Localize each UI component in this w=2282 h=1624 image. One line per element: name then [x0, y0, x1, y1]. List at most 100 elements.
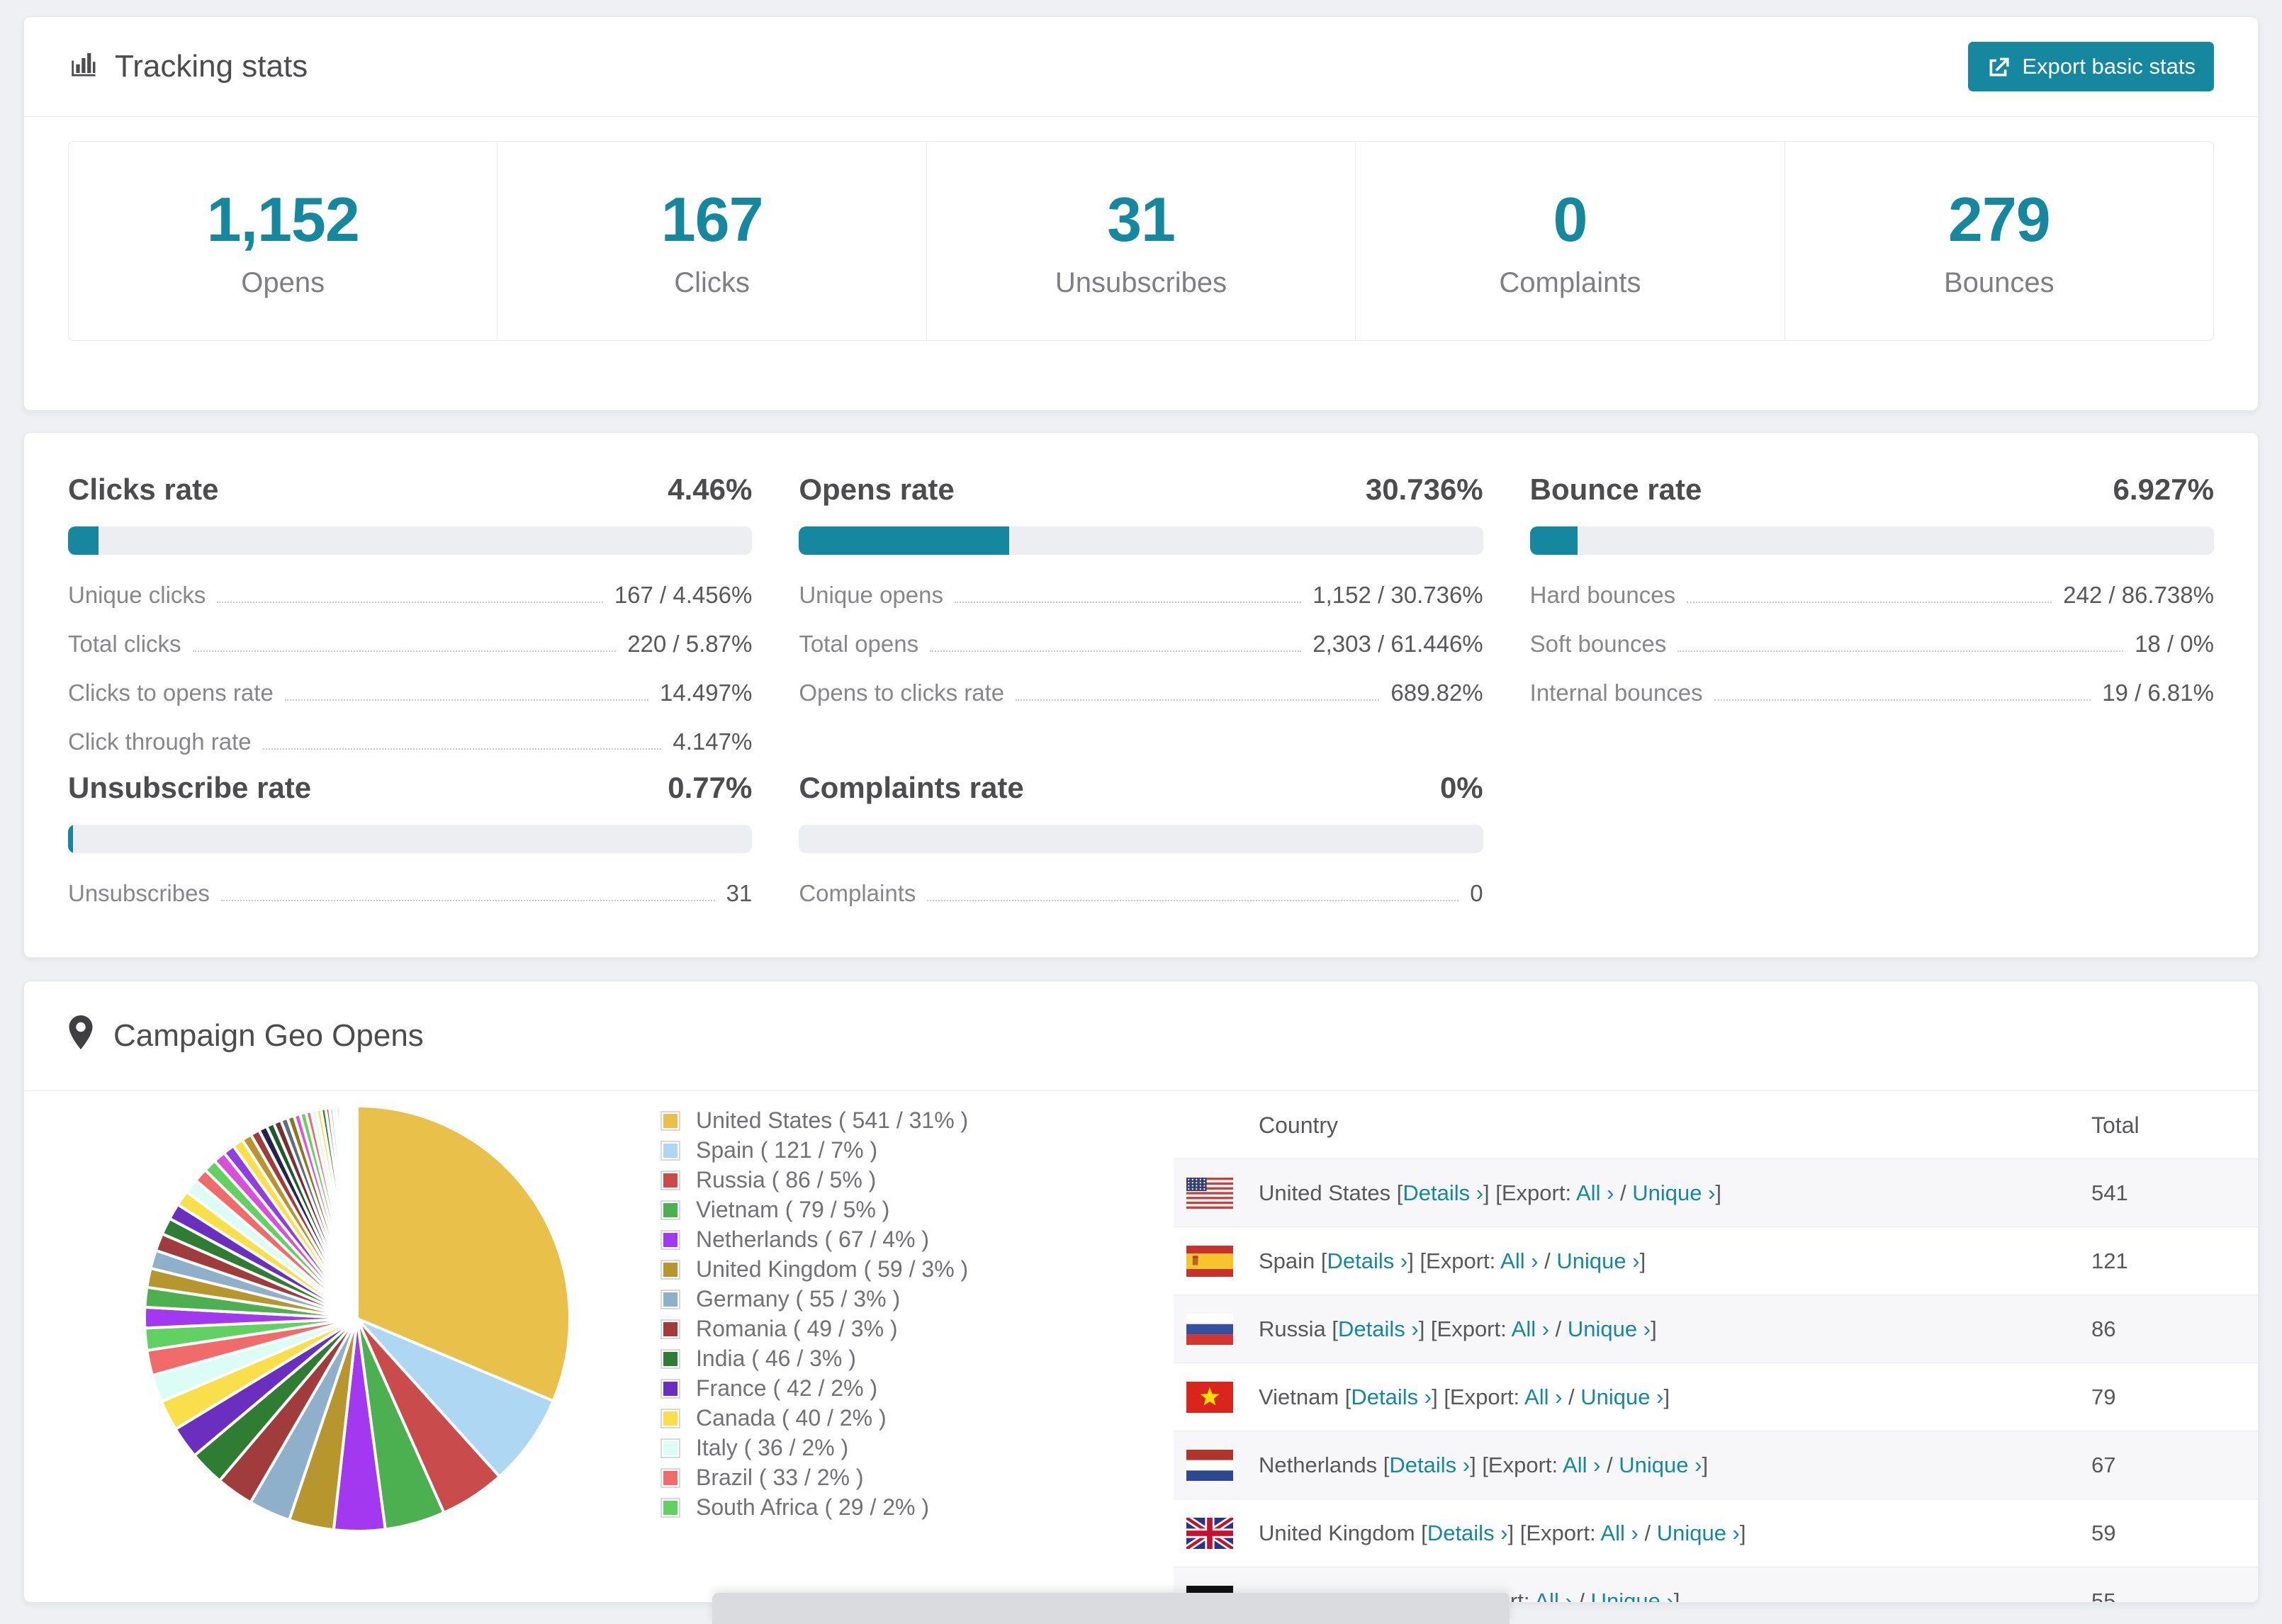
tracking-stats-header: Tracking stats Export basic stats — [24, 17, 2258, 117]
geo-table-row-es: Spain [Details ›] [Export: All › / Uniqu… — [1174, 1227, 2258, 1295]
rate-row-value: 1,152 / 30.736% — [1313, 582, 1483, 608]
export-unique-link[interactable]: Unique › — [1556, 1248, 1640, 1273]
dotted-leader — [1714, 699, 2091, 701]
export-basic-stats-button[interactable]: Export basic stats — [1968, 42, 2214, 91]
country-cell: Spain [Details ›] [Export: All › / Uniqu… — [1259, 1248, 1646, 1273]
rate-title: Clicks rate — [68, 473, 219, 506]
rate-row-label: Clicks to opens rate — [68, 680, 274, 706]
rate-row-value: 220 / 5.87% — [627, 631, 753, 657]
legend-swatch — [661, 1289, 680, 1309]
geo-table-row-gb: United Kingdom [Details ›] [Export: All … — [1174, 1499, 2258, 1567]
geo-opens-body: United States ( 541 / 31% ) Spain ( 121 … — [24, 1092, 2258, 1602]
details-link[interactable]: Details › — [1389, 1452, 1471, 1477]
legend-item-de: Germany ( 55 / 3% ) — [661, 1286, 968, 1312]
legend-item-es: Spain ( 121 / 7% ) — [661, 1137, 968, 1163]
rate-row-label: Opens to clicks rate — [799, 680, 1005, 706]
complaints-rate-progressbar — [799, 825, 1483, 853]
rate-row-value: 31 — [726, 880, 753, 906]
stat-value: 279 — [1947, 184, 2051, 254]
export-all-link[interactable]: All › — [1600, 1520, 1639, 1545]
rate-row-label: Unsubscribes — [68, 880, 210, 906]
export-all-link[interactable]: All › — [1563, 1452, 1601, 1477]
flag-es-icon — [1186, 1245, 1233, 1277]
rate-stat-row: Hard bounces 242 / 86.738% — [1530, 582, 2214, 609]
tracking-stats-title-row: Tracking stats — [68, 48, 308, 86]
export-icon — [1986, 55, 2011, 79]
stat-value: 1,152 — [206, 184, 360, 254]
legend-swatch — [661, 1467, 680, 1488]
flag-us-icon — [1186, 1177, 1233, 1209]
total-cell: 541 — [2091, 1180, 2128, 1205]
geo-opens-header: Campaign Geo Opens — [24, 981, 2258, 1091]
map-pin-icon — [68, 1015, 94, 1057]
rate-value: 0.77% — [668, 771, 753, 804]
details-link[interactable]: Details › — [1327, 1248, 1408, 1273]
export-button-label: Export basic stats — [2022, 54, 2196, 79]
rate-stat-row: Total opens 2,303 / 61.446% — [799, 631, 1483, 658]
country-column-header: Country — [1259, 1112, 1339, 1138]
export-all-link[interactable]: All › — [1576, 1180, 1614, 1205]
geo-opens-pie-chart[interactable] — [136, 1098, 578, 1540]
country-cell: Netherlands [Details ›] [Export: All › /… — [1259, 1452, 1709, 1477]
rate-stat-row: Unique clicks 167 / 4.456% — [68, 582, 752, 609]
rate-stat-row: Internal bounces 19 / 6.81% — [1530, 680, 2214, 706]
export-all-link[interactable]: All › — [1534, 1588, 1573, 1603]
rate-row-label: Soft bounces — [1529, 631, 1667, 657]
dotted-leader — [262, 748, 662, 750]
total-cell: 79 — [2091, 1384, 2116, 1409]
legend-swatch — [661, 1348, 680, 1369]
rate-block-opens: Opens rate 30.736% Unique opens 1,152 / 3… — [799, 473, 1483, 755]
geo-opens-legend: United States ( 541 / 31% ) Spain ( 121 … — [661, 1107, 969, 1520]
legend-item-gb: United Kingdom ( 59 / 3% ) — [661, 1256, 969, 1282]
export-all-link[interactable]: All › — [1511, 1316, 1550, 1341]
flag-ru-icon — [1186, 1313, 1233, 1345]
export-unique-link[interactable]: Unique › — [1656, 1520, 1740, 1545]
export-unique-link[interactable]: Unique › — [1580, 1384, 1664, 1409]
rate-row-value: 689.82% — [1390, 680, 1483, 706]
rate-stat-row: Opens to clicks rate 689.82% — [799, 680, 1483, 706]
dotted-leader — [220, 900, 715, 901]
dotted-leader — [217, 602, 603, 603]
export-unique-link[interactable]: Unique › — [1567, 1316, 1651, 1341]
export-unique-link[interactable]: Unique › — [1632, 1180, 1716, 1205]
details-link[interactable]: Details › — [1403, 1180, 1484, 1205]
rate-title: Bounce rate — [1529, 473, 1702, 506]
bounce-rate-progressbar — [1529, 526, 2214, 555]
country-cell: United Kingdom [Details ›] [Export: All … — [1259, 1520, 1746, 1545]
legend-item-nl: Netherlands ( 67 / 4% ) — [661, 1227, 968, 1252]
legend-item-it: Italy ( 36 / 2% ) — [661, 1435, 968, 1460]
export-all-link[interactable]: All › — [1500, 1248, 1539, 1273]
legend-label: Germany ( 55 / 3% ) — [696, 1286, 901, 1312]
dotted-leader — [1016, 699, 1380, 701]
rate-stat-row: Complaints 0 — [799, 880, 1483, 907]
details-link[interactable]: Details › — [1337, 1316, 1419, 1341]
geo-table-row-us: United States [Details ›] [Export: All ›… — [1174, 1158, 2258, 1227]
rate-block-clicks: Clicks rate 4.46% Unique clicks 167 / 4.4… — [68, 473, 753, 755]
flag-gb-icon — [1186, 1517, 1233, 1549]
rate-stat-row: Total clicks 220 / 5.87% — [68, 631, 752, 658]
rate-row-value: 4.147% — [673, 728, 753, 755]
export-all-link[interactable]: All › — [1524, 1384, 1563, 1409]
legend-item-vn: Vietnam ( 79 / 5% ) — [661, 1197, 968, 1222]
rate-row-label: Internal bounces — [1529, 680, 1703, 706]
rate-value: 4.46% — [668, 473, 753, 506]
geo-table-row-nl: Netherlands [Details ›] [Export: All › /… — [1174, 1431, 2258, 1499]
rate-row-label: Complaints — [799, 880, 916, 906]
stat-tile-clicks: 167 Clicks — [497, 142, 926, 340]
rate-title: Complaints rate — [799, 771, 1024, 804]
legend-label: France ( 42 / 2% ) — [696, 1375, 878, 1401]
export-unique-link[interactable]: Unique › — [1619, 1452, 1702, 1477]
legend-label: South Africa ( 29 / 2% ) — [696, 1494, 930, 1520]
rate-row-value: 2,303 / 61.446% — [1313, 631, 1483, 657]
details-link[interactable]: Details › — [1427, 1520, 1508, 1545]
legend-label: United Kingdom ( 59 / 3% ) — [696, 1256, 969, 1282]
geo-table-header: Country Total — [1174, 1092, 2258, 1158]
rate-block-bounce: Bounce rate 6.927% Hard bounces 242 / 86.… — [1529, 473, 2214, 755]
rate-row-value: 14.497% — [660, 680, 753, 706]
legend-swatch — [661, 1140, 680, 1161]
rate-row-label: Hard bounces — [1529, 582, 1676, 608]
rates-grid: Clicks rate 4.46% Unique clicks 167 / 4.4… — [24, 433, 2258, 935]
legend-item-fr: France ( 42 / 2% ) — [661, 1375, 968, 1401]
details-link[interactable]: Details › — [1351, 1384, 1432, 1409]
export-unique-link[interactable]: Unique › — [1590, 1588, 1674, 1603]
